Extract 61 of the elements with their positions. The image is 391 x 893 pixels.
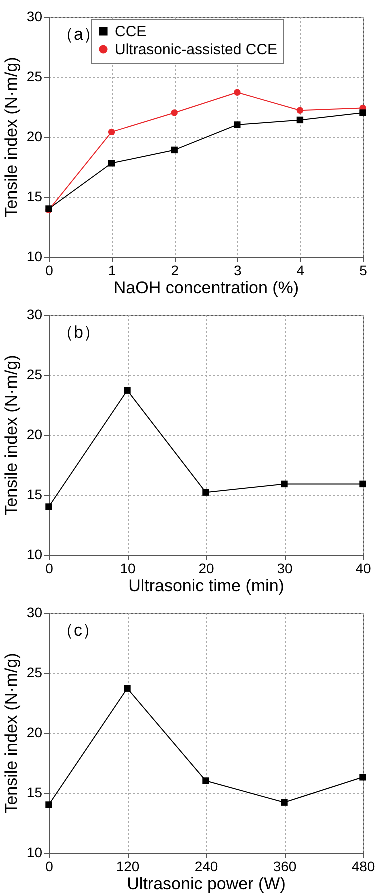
x-tick-label: 20 xyxy=(198,560,214,576)
x-tick-label: 240 xyxy=(194,858,218,874)
y-axis-title: Tensile index (N·m/g) xyxy=(2,355,21,516)
y-tick-label: 15 xyxy=(26,188,43,204)
point xyxy=(171,110,178,116)
x-axis-title: Ultrasonic time (min) xyxy=(128,576,284,596)
y-tick-label: 10 xyxy=(26,844,43,860)
x-axis-title: NaOH concentration (%) xyxy=(114,278,300,298)
y-tick-label: 10 xyxy=(26,546,43,562)
x-tick-label: 480 xyxy=(352,858,376,874)
point xyxy=(234,122,241,128)
point xyxy=(360,110,366,116)
x-tick-label: 0 xyxy=(46,858,54,874)
point xyxy=(281,480,288,488)
point xyxy=(108,128,116,136)
y-tick-label: 30 xyxy=(26,8,43,24)
x-tick-label: 2 xyxy=(171,262,180,278)
x-tick-label: 0 xyxy=(46,262,54,278)
point xyxy=(296,116,304,124)
y-tick-label: 15 xyxy=(26,486,43,502)
point xyxy=(46,504,52,510)
x-axis-title: Ultrasonic power (W) xyxy=(127,874,286,893)
point xyxy=(171,146,178,154)
legend-label: CCE xyxy=(115,24,147,40)
annotation: （a） xyxy=(57,25,100,44)
point xyxy=(124,387,131,394)
x-tick-label: 40 xyxy=(356,560,372,576)
y-tick-label: 20 xyxy=(26,128,43,144)
x-tick-label: 1 xyxy=(108,262,116,278)
legend-label: Ultrasonic-assisted CCE xyxy=(115,42,278,58)
point xyxy=(360,774,366,781)
point xyxy=(124,685,131,692)
y-tick-label: 25 xyxy=(26,664,43,680)
y-tick-label: 30 xyxy=(26,604,43,620)
x-tick-label: 30 xyxy=(277,560,293,576)
y-tick-label: 10 xyxy=(26,248,43,264)
point xyxy=(202,778,210,784)
annotation: （b） xyxy=(57,323,100,342)
x-tick-label: 5 xyxy=(360,262,368,278)
point xyxy=(202,489,210,496)
y-tick-label: 20 xyxy=(26,724,43,740)
x-tick-label: 3 xyxy=(234,262,242,278)
annotation: （c） xyxy=(57,621,100,640)
point xyxy=(281,799,288,806)
y-tick-label: 25 xyxy=(26,366,43,382)
y-tick-label: 15 xyxy=(26,784,43,800)
x-tick-label: 120 xyxy=(116,858,140,874)
y-tick-label: 25 xyxy=(26,68,43,84)
point xyxy=(46,802,52,808)
x-tick-label: 10 xyxy=(120,560,136,576)
x-tick-label: 4 xyxy=(296,262,305,278)
y-axis-title: Tensile index (N·m/g) xyxy=(2,57,21,218)
y-tick-label: 30 xyxy=(26,306,43,322)
x-tick-label: 360 xyxy=(273,858,297,874)
x-tick-label: 0 xyxy=(46,560,54,576)
point xyxy=(108,160,116,167)
y-axis-title: Tensile index (N·m/g) xyxy=(2,653,21,814)
point xyxy=(296,107,304,114)
y-tick-label: 20 xyxy=(26,426,43,442)
point xyxy=(360,480,366,488)
point xyxy=(234,89,241,96)
